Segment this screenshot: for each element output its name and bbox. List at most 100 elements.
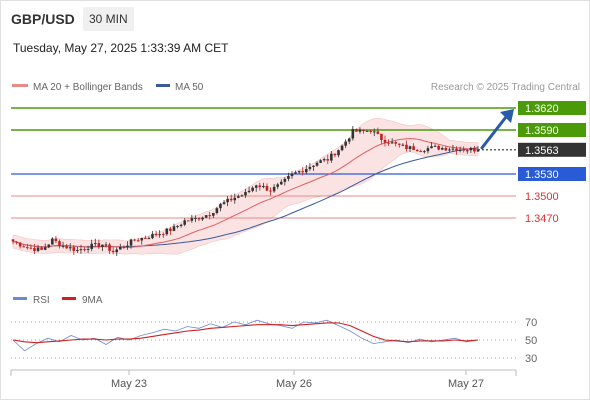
candle-body <box>18 242 22 247</box>
resistance-label-bg-1 <box>518 123 586 137</box>
candle-body <box>426 148 430 152</box>
candle-body <box>133 239 136 241</box>
candle-body <box>254 185 258 188</box>
candle-body <box>415 150 419 152</box>
candle-body <box>122 246 126 248</box>
candle-body <box>294 172 297 174</box>
candle-body <box>40 247 43 250</box>
candle-body <box>47 244 51 248</box>
candle-body <box>473 147 476 152</box>
candle-body <box>219 203 222 209</box>
candle-body <box>129 239 133 246</box>
bollinger-bands <box>12 117 479 255</box>
candle-body <box>405 144 408 149</box>
candle-body <box>237 196 240 198</box>
candle-body <box>33 248 36 251</box>
candle-body <box>279 181 283 185</box>
candle-body <box>358 129 362 132</box>
candle-body <box>190 218 194 221</box>
candle-body <box>26 247 29 249</box>
candle-body <box>147 238 151 240</box>
x-tick-label-2: May 27 <box>448 378 484 390</box>
candle-body <box>251 187 254 191</box>
candle-body <box>51 238 54 245</box>
candle-body <box>126 245 129 247</box>
candle-body <box>305 169 308 173</box>
candle-body <box>290 173 294 177</box>
candle-body <box>287 176 290 179</box>
candle-body <box>312 165 315 167</box>
candle-body <box>283 178 287 182</box>
candle-body <box>172 226 176 231</box>
candle-body <box>308 166 312 170</box>
rsi-ma-line <box>12 322 479 344</box>
candle-body <box>469 147 473 151</box>
candle-body <box>65 245 68 249</box>
candle-body <box>387 142 390 144</box>
price-level-labels: 1.3620 1.3590 1.3563 1.3530 1.3500 1.3470 <box>518 101 586 225</box>
candle-body <box>233 197 237 201</box>
candle-body <box>90 243 93 249</box>
candle-body <box>462 149 465 151</box>
candle-body <box>398 143 401 145</box>
candle-body <box>58 241 61 247</box>
candle-body <box>340 145 344 151</box>
support-label-4: 1.3500 <box>525 191 559 203</box>
candle-body <box>344 141 347 146</box>
candle-body <box>365 130 369 132</box>
candle-body <box>197 217 201 220</box>
candlesticks <box>11 126 480 257</box>
candle-body <box>372 131 376 133</box>
candle-body <box>15 241 18 243</box>
projection-arrow-shaft <box>480 115 508 150</box>
candle-body <box>394 142 398 144</box>
rsi-tick-70: 70 <box>525 317 537 329</box>
candle-body <box>326 159 330 161</box>
candle-body <box>186 220 190 222</box>
candle-body <box>115 249 119 253</box>
candle-body <box>430 146 433 149</box>
legend-swatch-rsi <box>13 297 27 300</box>
x-tick-label-1: May 26 <box>276 378 312 390</box>
timeframe-badge[interactable]: 30 MIN <box>83 7 134 31</box>
candle-body <box>183 220 186 225</box>
candle-body <box>333 153 337 156</box>
legend-swatch-ma20 <box>12 84 28 87</box>
resistance-label-bg-0 <box>518 101 586 115</box>
instrument-title: GBP/USD <box>11 11 75 27</box>
candle-body <box>437 145 440 150</box>
price-legend: MA 20 + Bollinger Bands MA 50 <box>12 82 204 93</box>
candle-body <box>215 208 219 213</box>
candle-body <box>412 146 415 151</box>
candle-body <box>104 244 108 246</box>
resistance-label-1: 1.3590 <box>525 125 559 137</box>
candle-body <box>401 144 405 146</box>
candle-body <box>101 244 104 247</box>
candle-body <box>448 149 451 151</box>
candle-body <box>419 151 423 153</box>
candle-body <box>451 148 455 150</box>
current-price-label: 1.3563 <box>525 145 559 157</box>
candle-body <box>319 160 322 163</box>
candle-body <box>72 247 76 251</box>
candle-body <box>455 148 458 151</box>
candle-body <box>347 138 351 142</box>
legend-rsi: RSI <box>33 295 50 306</box>
candle-body <box>169 228 172 231</box>
candle-body <box>68 247 72 249</box>
support-label-5: 1.3470 <box>525 213 559 225</box>
candle-body <box>433 145 437 147</box>
legend-ma20: MA 20 + Bollinger Bands <box>33 82 143 93</box>
candle-body <box>265 185 269 191</box>
candle-body <box>204 215 208 218</box>
candle-body <box>362 129 365 132</box>
legend-ma50: MA 50 <box>175 82 204 93</box>
candle-body <box>458 149 462 151</box>
candle-body <box>36 247 40 251</box>
candle-body <box>301 171 305 173</box>
x-tick-label-0: May 23 <box>111 378 147 390</box>
candle-body <box>351 128 355 139</box>
candle-body <box>61 245 65 247</box>
rsi-legend: RSI 9MA <box>13 295 103 306</box>
bollinger-band-area <box>12 117 479 255</box>
